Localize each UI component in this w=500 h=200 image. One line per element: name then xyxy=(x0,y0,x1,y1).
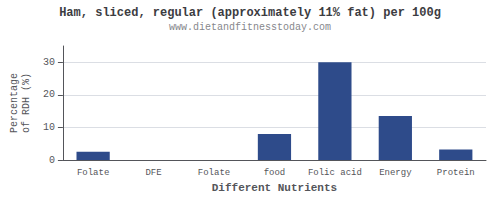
svg-text:Folate: Folate xyxy=(198,168,230,178)
svg-text:Ham, sliced, regular (approxim: Ham, sliced, regular (approximately 11% … xyxy=(59,6,441,20)
svg-text:Different Nutrients: Different Nutrients xyxy=(212,182,337,194)
svg-text:Folic acid: Folic acid xyxy=(308,168,362,178)
svg-text:Energy: Energy xyxy=(379,168,412,178)
svg-text:30: 30 xyxy=(43,57,55,68)
svg-text:Protein: Protein xyxy=(437,168,475,178)
svg-text:DFE: DFE xyxy=(145,168,161,178)
svg-text:Folate: Folate xyxy=(77,168,109,178)
svg-text:0: 0 xyxy=(49,155,55,166)
svg-text:20: 20 xyxy=(43,89,55,100)
svg-text:10: 10 xyxy=(43,122,55,133)
svg-text:of RDH (%): of RDH (%) xyxy=(21,73,32,133)
svg-text:Percentage: Percentage xyxy=(9,73,20,133)
svg-text:www.dietandfitnesstoday.com: www.dietandfitnesstoday.com xyxy=(169,22,331,33)
svg-text:food: food xyxy=(264,168,286,178)
